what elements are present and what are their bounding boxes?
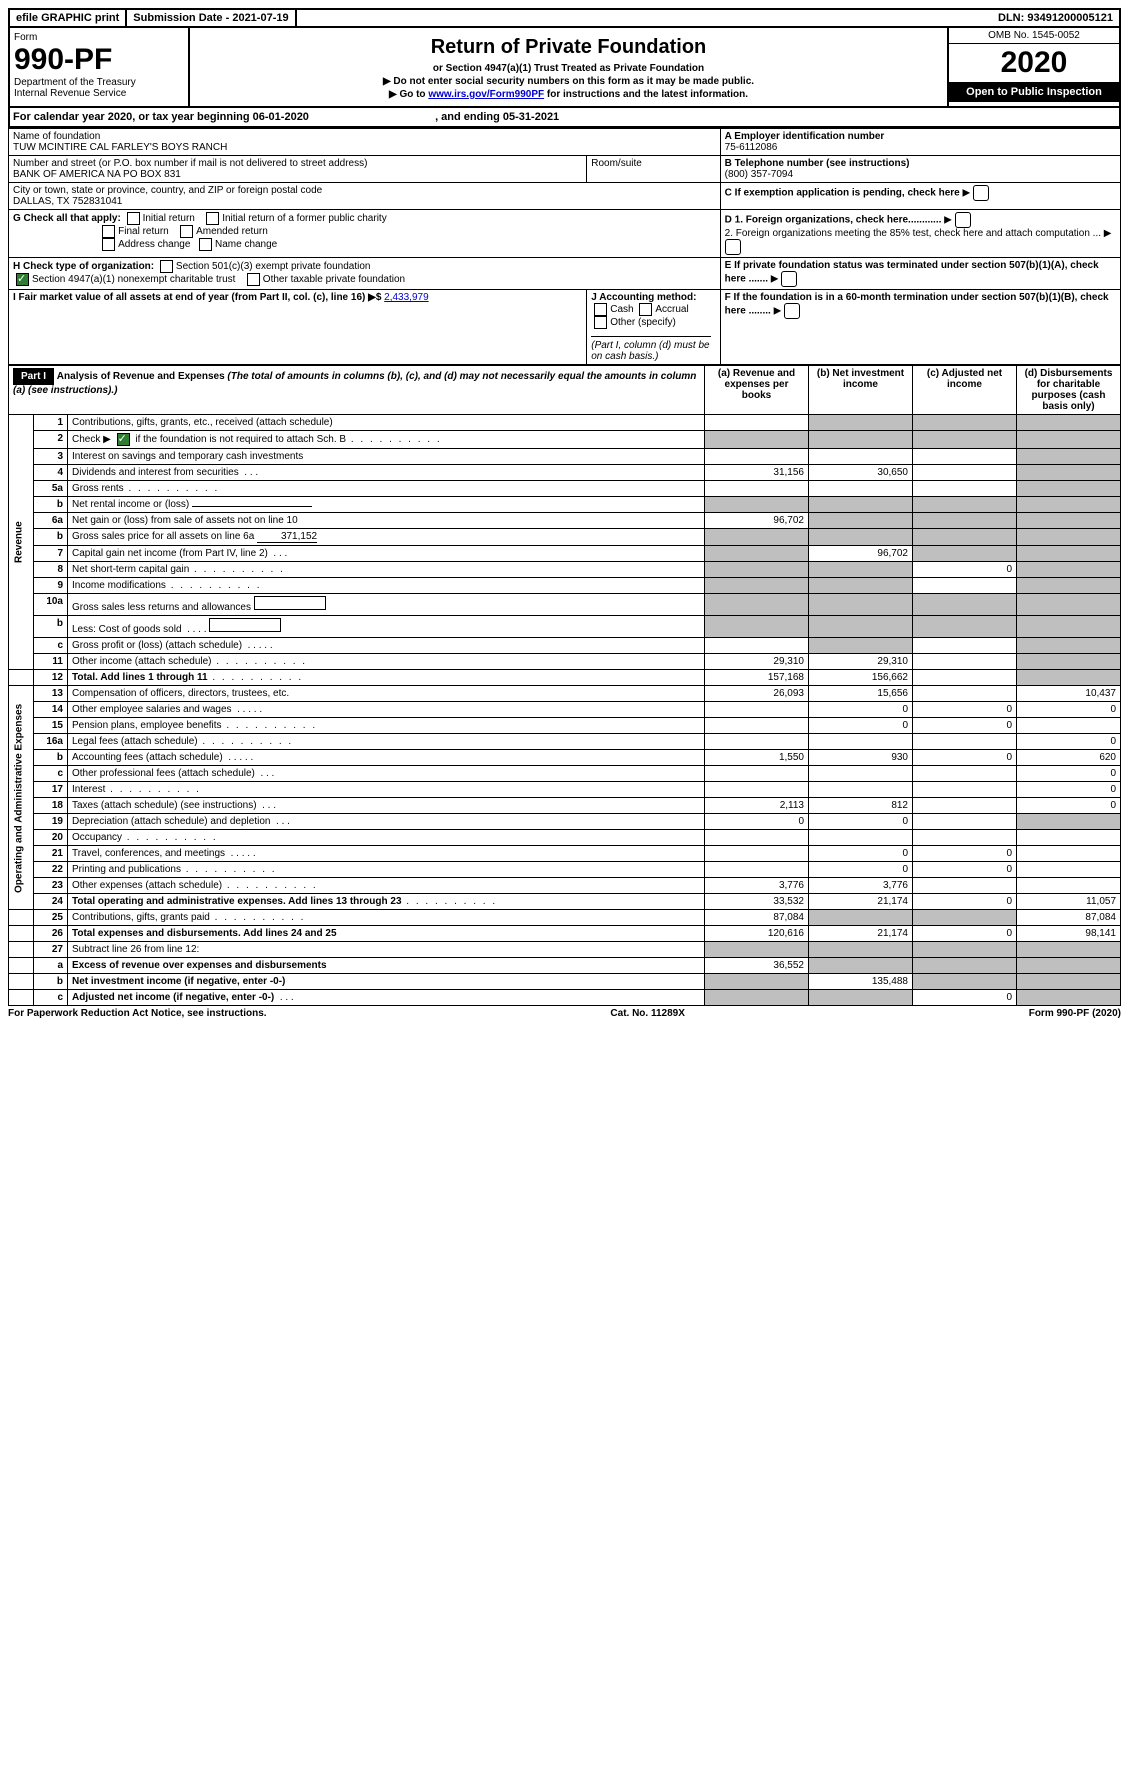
- checkbox-501c3[interactable]: [160, 260, 173, 273]
- checkbox-other-acct[interactable]: [594, 316, 607, 329]
- checkbox-f[interactable]: [784, 303, 800, 319]
- part1-label: Part I: [13, 368, 54, 385]
- info-table: Name of foundation TUW MCINTIRE CAL FARL…: [8, 128, 1121, 365]
- checkbox-initial-fp[interactable]: [206, 212, 219, 225]
- checkbox-final[interactable]: [102, 225, 115, 238]
- revenue-label: Revenue: [9, 415, 34, 670]
- top-bar: efile GRAPHIC print Submission Date - 20…: [8, 8, 1121, 28]
- submission-date: Submission Date - 2021-07-19: [127, 10, 296, 26]
- header-left: Form 990-PF Department of the Treasury I…: [10, 28, 190, 106]
- checkbox-other-tax[interactable]: [247, 273, 260, 286]
- footer: For Paperwork Reduction Act Notice, see …: [8, 1006, 1121, 1021]
- checkbox-4947[interactable]: [16, 273, 29, 286]
- checkbox-d2[interactable]: [725, 239, 741, 255]
- irs-link[interactable]: www.irs.gov/Form990PF: [428, 89, 544, 100]
- header-right: OMB No. 1545-0052 2020 Open to Public In…: [947, 28, 1119, 106]
- calendar-year: For calendar year 2020, or tax year begi…: [8, 108, 1121, 128]
- checkbox-initial[interactable]: [127, 212, 140, 225]
- city-state: DALLAS, TX 752831041: [13, 196, 122, 207]
- efile-label: efile GRAPHIC print: [10, 10, 127, 26]
- checkbox-addr-change[interactable]: [102, 238, 115, 251]
- checkbox-d1[interactable]: [955, 212, 971, 228]
- address: BANK OF AMERICA NA PO BOX 831: [13, 169, 181, 180]
- checkbox-e[interactable]: [781, 271, 797, 287]
- checkbox-c[interactable]: [973, 185, 989, 201]
- checkbox-amended[interactable]: [180, 225, 193, 238]
- telephone: (800) 357-7094: [725, 169, 793, 180]
- checkbox-cash[interactable]: [594, 303, 607, 316]
- form-number: 990-PF: [14, 43, 112, 76]
- part1-table: Part I Analysis of Revenue and Expenses …: [8, 365, 1121, 1006]
- fmv-link[interactable]: 2,433,979: [384, 292, 429, 303]
- expenses-label: Operating and Administrative Expenses: [9, 686, 34, 910]
- checkbox-accrual[interactable]: [639, 303, 652, 316]
- dln: DLN: 93491200005121: [992, 10, 1119, 26]
- form-header: Form 990-PF Department of the Treasury I…: [8, 28, 1121, 108]
- header-title: Return of Private Foundation or Section …: [190, 28, 947, 106]
- ein-value: 75-6112086: [725, 142, 778, 153]
- foundation-name: TUW MCINTIRE CAL FARLEY'S BOYS RANCH: [13, 142, 227, 153]
- checkbox-name-change[interactable]: [199, 238, 212, 251]
- checkbox-schb[interactable]: [117, 433, 130, 446]
